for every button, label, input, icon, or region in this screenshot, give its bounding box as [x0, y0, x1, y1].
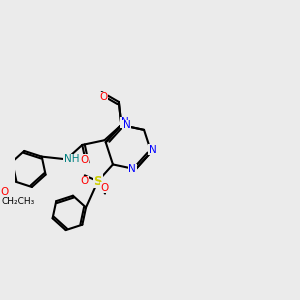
Text: N: N	[128, 164, 136, 174]
Text: O: O	[0, 187, 8, 197]
Text: N: N	[149, 145, 157, 155]
Text: N: N	[121, 117, 129, 127]
Text: O: O	[80, 176, 88, 186]
Text: CH₂CH₃: CH₂CH₃	[1, 197, 34, 206]
Text: N: N	[122, 120, 130, 130]
Text: O: O	[100, 183, 109, 193]
Text: NH: NH	[64, 154, 80, 164]
Text: S: S	[94, 175, 102, 188]
Text: O: O	[81, 154, 89, 165]
Text: O: O	[99, 92, 107, 102]
